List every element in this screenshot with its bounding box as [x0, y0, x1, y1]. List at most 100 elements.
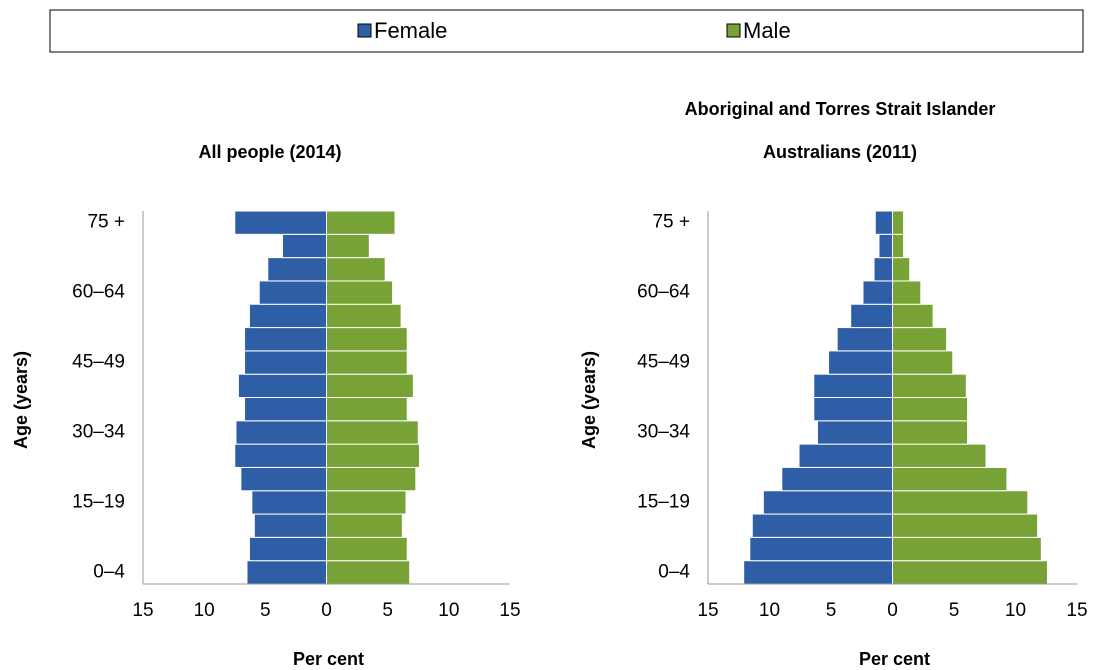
bar: [749, 536, 893, 562]
y-tick-label: 0–4: [93, 561, 125, 582]
x-tick-label: 5: [826, 600, 837, 621]
x-tick-label: 15: [1066, 600, 1087, 621]
y-tick-label: 30–34: [637, 421, 690, 442]
x-tick-label: 15: [132, 600, 153, 621]
y-tick-label: 30–34: [72, 421, 125, 442]
bar: [326, 513, 403, 538]
bar: [878, 233, 893, 259]
x-tick-label: 10: [438, 600, 459, 621]
x-tick-label: 5: [260, 600, 271, 621]
bar: [326, 420, 419, 445]
bar: [816, 420, 893, 445]
legend-swatch: [357, 23, 372, 38]
y-tick-label: 15–19: [72, 491, 125, 512]
bar: [326, 373, 414, 398]
bar: [892, 420, 969, 445]
bar: [874, 210, 894, 235]
chart-title: All people (2014): [198, 142, 341, 162]
bar: [751, 513, 894, 538]
y-tick-label: 45–49: [72, 352, 125, 373]
bar: [326, 210, 396, 235]
x-tick-label: 10: [1005, 600, 1026, 621]
bar: [326, 466, 417, 492]
bar: [762, 490, 893, 515]
bar: [781, 466, 893, 492]
bar: [326, 303, 402, 329]
x-tick-label: 15: [697, 600, 718, 621]
bar: [258, 280, 328, 305]
y-tick-label: 0–4: [658, 561, 690, 582]
bar: [862, 280, 893, 305]
legend-label: Female: [374, 18, 447, 43]
bar: [326, 443, 420, 468]
bar: [892, 536, 1042, 562]
bar: [892, 303, 934, 329]
chart-title: Aboriginal and Torres Strait Islander: [685, 99, 996, 119]
x-tick-label: 0: [887, 600, 898, 621]
bar: [892, 210, 905, 235]
bar: [326, 280, 394, 305]
bar: [892, 280, 922, 305]
bar: [244, 327, 327, 352]
bar: [326, 560, 411, 585]
bar: [326, 233, 370, 259]
bar: [836, 327, 894, 352]
bar: [244, 350, 327, 375]
chart-title: Australians (2011): [763, 142, 917, 162]
bar: [892, 397, 969, 422]
bar: [813, 397, 894, 422]
y-axis-label: Age (years): [11, 351, 31, 449]
x-tick-label: 0: [321, 600, 332, 621]
legend-label: Male: [743, 18, 791, 43]
bar: [326, 490, 407, 515]
bar: [798, 443, 894, 468]
bar: [246, 560, 328, 585]
bar: [892, 466, 1008, 492]
bar: [240, 466, 327, 492]
bar: [850, 303, 893, 329]
y-tick-label: 45–49: [637, 352, 690, 373]
bar: [892, 257, 911, 282]
bar: [892, 373, 967, 398]
bar: [813, 373, 894, 398]
bar: [892, 513, 1039, 538]
bar: [892, 560, 1048, 585]
bar: [326, 327, 408, 352]
bar: [267, 257, 327, 282]
y-tick-label: 15–19: [637, 491, 690, 512]
bar: [892, 490, 1029, 515]
bar: [253, 513, 327, 538]
y-tick-label: 75 +: [87, 212, 125, 233]
bar: [892, 350, 954, 375]
x-axis-label: Per cent: [293, 649, 364, 669]
bar: [244, 397, 327, 422]
bar: [281, 233, 327, 259]
y-tick-label: 60–64: [72, 282, 125, 303]
bar: [234, 210, 327, 235]
bar: [828, 350, 893, 375]
bar: [892, 443, 987, 468]
legend-swatch: [726, 23, 741, 38]
bar: [234, 443, 327, 468]
bar: [251, 490, 327, 515]
y-axis-label: Age (years): [579, 351, 599, 449]
y-tick-label: 60–64: [637, 282, 690, 303]
legend-box: [49, 9, 1084, 53]
x-axis-label: Per cent: [859, 649, 930, 669]
bar: [326, 397, 408, 422]
bar: [873, 257, 893, 282]
bar: [326, 536, 408, 562]
bar: [892, 233, 905, 259]
bar: [248, 303, 327, 329]
bar: [235, 420, 327, 445]
bar: [248, 536, 327, 562]
x-tick-label: 15: [499, 600, 520, 621]
bar: [326, 257, 386, 282]
x-tick-label: 5: [949, 600, 960, 621]
bar: [326, 350, 408, 375]
bar: [237, 373, 327, 398]
y-tick-label: 75 +: [652, 212, 690, 233]
x-tick-label: 10: [194, 600, 215, 621]
bar: [892, 327, 948, 352]
